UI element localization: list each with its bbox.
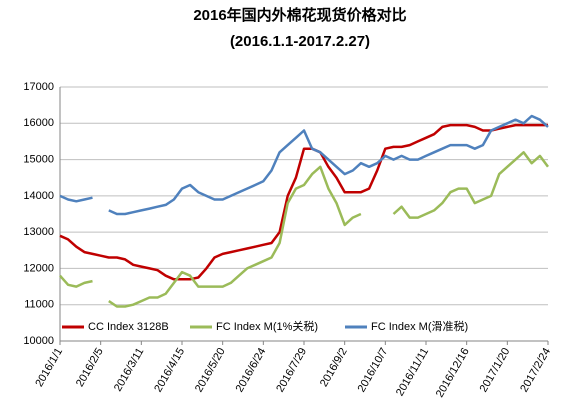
y-tick-label: 13000: [23, 226, 54, 238]
series-line: [59, 114, 549, 216]
series-line: [59, 151, 550, 308]
y-tick-label: 15000: [23, 153, 54, 165]
chart-subtitle: (2016.1.1-2017.2.27): [230, 33, 370, 50]
x-tick-label: 2016/7/29: [274, 346, 309, 394]
y-tick-label: 16000: [23, 117, 54, 129]
x-tick-label: 2016/1/1: [33, 346, 65, 389]
y-tick-label: 12000: [23, 262, 54, 274]
legend-label: CC Index 3128B: [88, 321, 169, 333]
chart-title: 2016年国内外棉花现货价格对比: [193, 6, 406, 24]
x-tick-label: 2016/2/5: [74, 346, 106, 389]
x-tick-label: 2016/9/2: [318, 346, 350, 389]
y-tick-label: 11000: [24, 299, 54, 311]
x-tick-label: 2016/4/15: [152, 346, 187, 394]
series-line: [59, 123, 548, 281]
legend-label: FC Index M(滑准税): [371, 319, 468, 333]
x-tick-label: 2016/3/11: [112, 346, 146, 394]
x-tick-label: 2016/5/20: [193, 346, 228, 394]
legend-label: FC Index M(1%关税): [216, 319, 318, 333]
x-tick-label: 2016/10/7: [356, 346, 391, 394]
x-tick-label: 2016/12/16: [434, 346, 472, 400]
y-tick-label: 17000: [23, 81, 54, 93]
x-tick-label: 2016/11/11: [394, 346, 431, 398]
x-tick-label: 2017/1/20: [478, 346, 513, 394]
x-tick-label: 2016/6/24: [234, 346, 269, 394]
y-tick-label: 14000: [23, 190, 54, 202]
y-tick-label: 10000: [23, 335, 54, 347]
x-tick-label: 2017/2/24: [518, 346, 553, 394]
